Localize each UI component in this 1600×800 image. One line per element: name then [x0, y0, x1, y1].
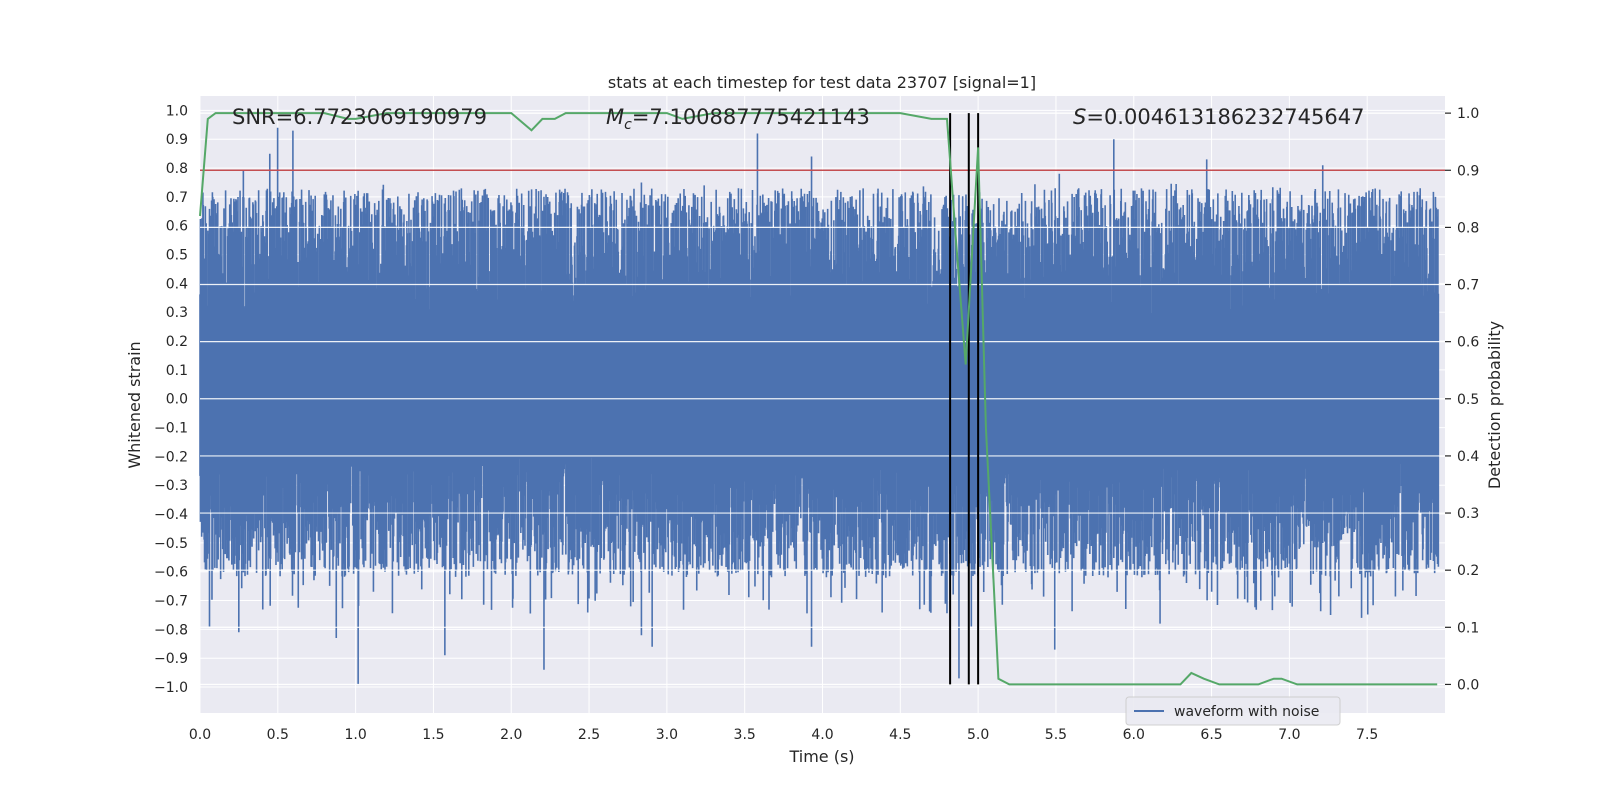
- y-tick-label-left: 0.3: [166, 305, 188, 321]
- snr-annotation: SNR=6.7723069190979: [232, 105, 487, 129]
- x-tick-label: 0.5: [267, 727, 289, 743]
- legend-label: waveform with noise: [1174, 704, 1319, 720]
- y-tick-label-right: 0.3: [1457, 506, 1479, 522]
- y-tick-label-left: 0.0: [166, 392, 188, 408]
- y-axis-left: 1.0 0.9 0.8 0.7 0.6 0.5 0.4 0.3 0.2 0.1 0.0 −0.1 −0.…: [154, 103, 188, 696]
- s-value: =0.004613186232745647: [1086, 105, 1364, 129]
- y-tick-label-right: 0.5: [1457, 392, 1479, 408]
- x-tick-label: 0.0: [189, 727, 211, 743]
- y-tick-label-left: −0.9: [154, 651, 188, 667]
- probability-line: [199, 112, 1438, 686]
- y-tick-label-left: 0.7: [166, 190, 188, 206]
- y-tick-label-left: 0.5: [166, 248, 188, 264]
- x-tick-label: 7.0: [1278, 727, 1300, 743]
- x-tick-label: 2.0: [500, 727, 522, 743]
- y-tick-label-right: 1.0: [1457, 106, 1479, 122]
- y-tick-label-right: 0.4: [1457, 449, 1479, 465]
- y-tick-label-left: 0.8: [166, 161, 188, 177]
- y-axis-right: 1.0 0.9 0.8 0.7 0.6 0.5 0.4 0.3 0.2 0.1 0.0: [1445, 106, 1479, 693]
- y-tick-label-left: 0.6: [166, 219, 188, 235]
- legend: waveform with noise: [1125, 696, 1341, 726]
- y-axis-label-left: Whitened strain: [125, 341, 144, 468]
- x-tick-label: 6.0: [1123, 727, 1145, 743]
- y-axis-label-right: Detection probability: [1485, 321, 1504, 489]
- x-tick-label: 3.0: [656, 727, 678, 743]
- y-tick-label-left: −1.0: [154, 680, 188, 696]
- mc-value: =7.100887775421143: [632, 105, 870, 129]
- y-tick-label-left: −0.2: [154, 449, 188, 465]
- mc-symbol: M: [606, 105, 624, 129]
- x-axis: 0.0 0.5 1.0 1.5 2.0 2.5 3.0 3.5 4.0 4.5 5.0 5.5 6.0 6…: [189, 727, 1378, 743]
- x-tick-label: 4.0: [811, 727, 833, 743]
- y-tick-label-left: −0.7: [154, 594, 188, 610]
- y-tick-label-left: 0.2: [166, 334, 188, 350]
- x-tick-label: 5.0: [967, 727, 989, 743]
- x-tick-label: 5.5: [1045, 727, 1067, 743]
- waveform-trace: [199, 127, 1440, 685]
- y-tick-label-left: 0.9: [166, 132, 188, 148]
- x-tick-label: 3.5: [734, 727, 756, 743]
- y-tick-label-right: 0.9: [1457, 163, 1479, 179]
- y-tick-label-right: 0.8: [1457, 220, 1479, 236]
- legend-box: [1125, 696, 1341, 726]
- chirp-mass-annotation: Mc=7.100887775421143: [606, 105, 870, 133]
- s-symbol: S: [1073, 105, 1086, 129]
- vertical-markers: [949, 113, 980, 685]
- probability-series: [199, 112, 1438, 686]
- x-tick-label: 1.5: [422, 727, 444, 743]
- y-tick-label-left: −0.5: [154, 536, 188, 552]
- y-tick-label-left: −0.8: [154, 622, 188, 638]
- s-annotation: S=0.004613186232745647: [1073, 105, 1364, 129]
- y-tick-label-left: −0.3: [154, 478, 188, 494]
- y-tick-label-right: 0.0: [1457, 677, 1479, 693]
- y-tick-label-left: 0.1: [166, 363, 188, 379]
- y-tick-label-left: −0.1: [154, 421, 188, 437]
- y-tick-label-left: 1.0: [166, 103, 188, 119]
- x-tick-label: 1.0: [344, 727, 366, 743]
- x-axis-label: Time (s): [788, 747, 854, 766]
- y-tick-label-right: 0.2: [1457, 563, 1479, 579]
- x-tick-label: 4.5: [889, 727, 911, 743]
- chart-title: stats at each timestep for test data 237…: [608, 73, 1036, 92]
- x-tick-label: 2.5: [578, 727, 600, 743]
- x-tick-label: 6.5: [1200, 727, 1222, 743]
- y-tick-label-right: 0.1: [1457, 620, 1479, 636]
- y-tick-label-left: 0.4: [166, 276, 188, 292]
- y-tick-label-left: −0.4: [154, 507, 188, 523]
- waveform-series: [199, 127, 1440, 685]
- x-tick-label: 7.5: [1356, 727, 1378, 743]
- y-tick-label-right: 0.6: [1457, 335, 1479, 351]
- y-tick-label-left: −0.6: [154, 565, 188, 581]
- mc-subscript: c: [624, 117, 632, 133]
- y-tick-label-right: 0.7: [1457, 278, 1479, 294]
